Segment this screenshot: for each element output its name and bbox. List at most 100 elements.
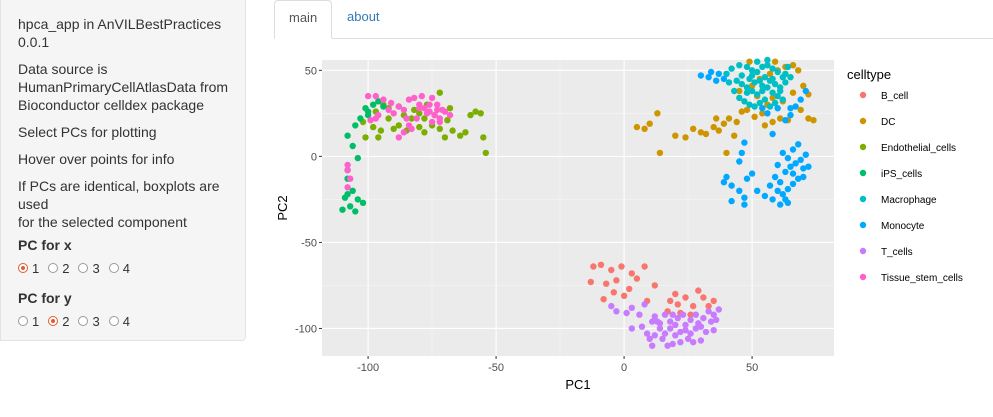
data-point: [710, 311, 717, 318]
pc-y-option-4[interactable]: 4: [108, 314, 130, 329]
data-point: [697, 323, 705, 330]
data-point: [802, 87, 809, 95]
data-point: [362, 105, 369, 112]
data-point: [354, 154, 361, 162]
radio-circle-icon[interactable]: [108, 316, 119, 326]
data-point: [672, 321, 679, 329]
radio-circle-icon[interactable]: [108, 263, 119, 273]
data-point: [408, 125, 415, 132]
data-point: [372, 115, 379, 122]
option-label: 2: [62, 313, 70, 329]
data-point: [800, 173, 807, 181]
option-label: 3: [92, 313, 100, 329]
data-point: [633, 275, 641, 282]
data-point: [715, 306, 722, 313]
data-point: [710, 297, 717, 305]
data-point: [779, 191, 786, 198]
pc-x-option-1[interactable]: 1: [18, 261, 39, 276]
data-point: [400, 106, 408, 114]
data-point: [774, 68, 781, 76]
data-point: [347, 175, 354, 182]
tab-about[interactable]: about: [347, 9, 380, 24]
data-point: [367, 117, 374, 124]
data-point: [802, 151, 809, 158]
tab-main[interactable]: main: [274, 0, 333, 39]
data-point: [713, 316, 720, 324]
data-point: [695, 287, 702, 294]
pca-scatter-plot[interactable]: -100 -50 0 50 50 0 -50 -100 PC1 PC2 celltype B_cell…: [274, 52, 989, 402]
data-point: [782, 117, 789, 124]
data-point: [385, 115, 392, 122]
data-point: [789, 146, 797, 153]
data-point: [352, 122, 359, 129]
data-point: [672, 332, 679, 339]
data-point: [682, 321, 689, 329]
pc-y-radio-group: 1 2 3 4: [18, 312, 245, 330]
x-tick-label: 50: [746, 362, 758, 374]
pc-y-option-1[interactable]: 1: [18, 314, 39, 329]
pc-y-option-3[interactable]: 3: [78, 313, 100, 329]
data-point: [777, 201, 784, 208]
data-point: [669, 311, 676, 318]
data-point: [690, 125, 697, 132]
data-point: [738, 80, 745, 88]
data-point: [761, 96, 769, 103]
data-point: [771, 80, 779, 88]
legend-label: DC: [881, 117, 895, 128]
data-point: [359, 199, 367, 206]
data-point: [800, 165, 807, 172]
data-point: [761, 74, 769, 81]
pc-y-option-2[interactable]: 2: [48, 314, 69, 329]
data-point: [661, 330, 669, 337]
legend-key: [859, 247, 867, 255]
radio-circle-icon[interactable]: [48, 263, 59, 273]
data-point: [741, 194, 748, 201]
data-point: [787, 74, 794, 81]
data-point: [472, 108, 479, 115]
data-point: [789, 89, 797, 96]
data-point: [756, 77, 763, 84]
radio-circle-icon[interactable]: [18, 316, 28, 326]
data-point: [748, 67, 756, 74]
data-point: [421, 105, 428, 112]
data-point: [700, 294, 707, 301]
data-point: [792, 160, 799, 167]
x-tick-label: 0: [621, 362, 627, 374]
radio-circle-icon[interactable]: [18, 263, 28, 273]
data-point: [428, 94, 436, 102]
data-point: [480, 134, 487, 141]
data-point: [728, 197, 735, 205]
data-point: [467, 111, 474, 119]
data-source-line2: HumanPrimaryCellAtlasData from: [18, 79, 229, 95]
data-point: [411, 94, 418, 102]
data-point: [669, 340, 676, 348]
data-point: [656, 149, 664, 157]
data-point: [428, 118, 436, 126]
data-point: [787, 105, 794, 112]
data-point: [731, 132, 738, 139]
data-point: [761, 122, 769, 129]
data-point: [339, 206, 346, 213]
radio-circle-icon[interactable]: [78, 263, 89, 273]
pc-x-option-2[interactable]: 2: [48, 261, 69, 276]
data-point: [779, 149, 786, 157]
data-point: [736, 187, 743, 194]
pc-x-option-3[interactable]: 3: [78, 261, 100, 276]
data-point: [344, 161, 351, 169]
x-tick-label: -50: [488, 362, 504, 374]
data-point: [444, 117, 451, 124]
data-point: [434, 106, 441, 114]
data-point: [641, 125, 648, 132]
data-point: [623, 309, 630, 317]
pc-x-radio-group: 1 2 3 4: [18, 259, 245, 277]
data-point: [656, 325, 664, 332]
pc-x-option-4[interactable]: 4: [108, 261, 130, 276]
radio-circle-icon[interactable]: [48, 316, 59, 326]
data-point: [766, 103, 774, 110]
data-point: [787, 111, 794, 119]
data-point: [349, 142, 356, 150]
radio-circle-icon[interactable]: [78, 316, 89, 326]
data-point: [661, 311, 669, 318]
data-point: [649, 342, 656, 349]
legend-key: [859, 91, 867, 99]
